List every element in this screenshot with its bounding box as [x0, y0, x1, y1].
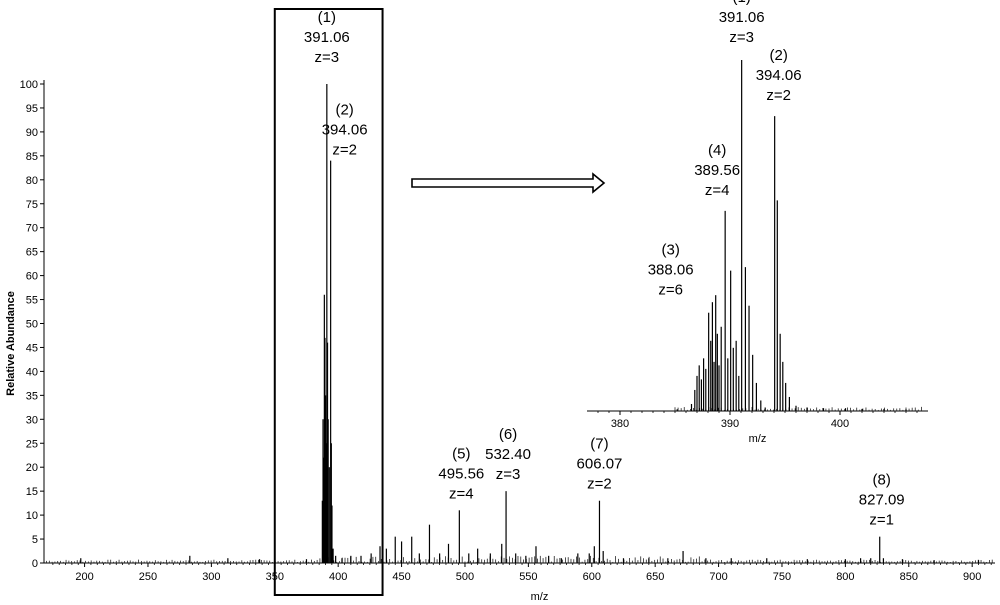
- annotation-mz: 394.06: [322, 122, 368, 139]
- annotation-charge: z=2: [332, 142, 357, 159]
- annotation-charge: z=3: [315, 49, 340, 66]
- inset-annotation-charge: z=4: [705, 182, 730, 199]
- annotation-mz: 495.56: [438, 465, 484, 482]
- annotation-id: (5): [452, 445, 470, 462]
- y-tick-label: 75: [26, 199, 38, 211]
- y-tick-label: 40: [26, 366, 38, 378]
- peak-annotation: (6) 532.40 z=3: [485, 426, 531, 483]
- figure-annotations: [411, 172, 606, 194]
- y-tick-label: 5: [32, 534, 38, 546]
- peak-annotation: (5) 495.56 z=4: [438, 445, 484, 502]
- x-tick-label: 300: [202, 571, 220, 583]
- x-tick-label: 850: [900, 571, 918, 583]
- y-tick-label: 50: [26, 319, 38, 331]
- inset-peak-annotation: (4) 389.56 z=4: [694, 142, 740, 199]
- y-tick-label: 15: [26, 486, 38, 498]
- inset-peak-annotation: (2) 394.06 z=2: [756, 47, 802, 104]
- y-tick-label: 45: [26, 342, 38, 354]
- annotation-mz: 606.07: [577, 456, 623, 473]
- inset-x-tick-label: 400: [831, 418, 849, 430]
- y-tick-label: 35: [26, 390, 38, 402]
- inset-spectrum: 380 390 400 m/z (1) 391.06 z=3 (2) 394.06 z=2 (4) 3…: [587, 0, 928, 445]
- y-tick-label: 30: [26, 414, 38, 426]
- annotation-charge: z=1: [869, 512, 894, 529]
- y-axis-title: Relative Abundance: [5, 291, 17, 396]
- y-tick-label: 90: [26, 127, 38, 139]
- peak-annotation: (8) 827.09 z=1: [859, 472, 905, 529]
- inset-annotation-id: (3): [661, 242, 679, 259]
- annotation-mz: 827.09: [859, 492, 905, 509]
- inset-annotation-mz: 389.56: [694, 162, 740, 179]
- x-tick-label: 500: [456, 571, 474, 583]
- x-tick-label: 800: [836, 571, 854, 583]
- y-tick-label: 95: [26, 103, 38, 115]
- x-tick-label: 900: [963, 571, 981, 583]
- annotation-id: (1): [318, 9, 336, 26]
- inset-annotation-charge: z=6: [658, 282, 683, 299]
- inset-annotation-id: (2): [769, 47, 787, 64]
- x-tick-label: 550: [519, 571, 537, 583]
- inset-x-tick-label: 390: [721, 418, 739, 430]
- inset-annotation-mz: 391.06: [719, 9, 765, 26]
- x-tick-label: 250: [139, 571, 157, 583]
- inset-annotation-mz: 388.06: [648, 262, 694, 279]
- x-tick-label: 400: [329, 571, 347, 583]
- annotation-id: (6): [499, 426, 517, 443]
- peak-annotation: (2) 394.06 z=2: [322, 102, 368, 159]
- x-tick-label: 750: [773, 571, 791, 583]
- inset-annotation-charge: z=3: [729, 29, 754, 46]
- annotation-charge: z=2: [587, 476, 612, 493]
- highlight-box: [273, 8, 384, 596]
- y-tick-label: 25: [26, 438, 38, 450]
- y-tick-label: 55: [26, 295, 38, 307]
- x-tick-label: 600: [583, 571, 601, 583]
- x-tick-label: 450: [392, 571, 410, 583]
- y-tick-label: 80: [26, 175, 38, 187]
- peak-annotation: (7) 606.07 z=2: [577, 436, 623, 493]
- inset-annotation-id: (4): [708, 142, 726, 159]
- annotation-mz: 391.06: [304, 29, 350, 46]
- annotation-id: (8): [873, 472, 891, 489]
- y-tick-label: 0: [32, 558, 38, 570]
- inset-annotation-id: (1): [732, 0, 750, 6]
- inset-x-tick-label: 380: [611, 418, 629, 430]
- annotation-mz: 532.40: [485, 446, 531, 463]
- x-tick-label: 650: [646, 571, 664, 583]
- x-tick-label: 700: [709, 571, 727, 583]
- annotation-id: (2): [335, 102, 353, 119]
- zoom-arrow: [411, 172, 606, 194]
- peak-annotation: (1) 391.06 z=3: [304, 9, 350, 66]
- x-tick-label: 200: [75, 571, 93, 583]
- annotation-id: (7): [590, 436, 608, 453]
- y-tick-label: 85: [26, 151, 38, 163]
- inset-annotation-mz: 394.06: [756, 67, 802, 84]
- y-tick-label: 65: [26, 247, 38, 259]
- annotation-charge: z=3: [496, 466, 521, 483]
- y-tick-label: 100: [20, 79, 38, 91]
- y-tick-label: 70: [26, 223, 38, 235]
- inset-x-axis-title: m/z: [749, 433, 767, 445]
- annotation-charge: z=4: [449, 485, 474, 502]
- y-tick-label: 60: [26, 271, 38, 283]
- main-spectrum: 0 5 10 15 20 25 30 35 40 45 50 55 60 65 70 75 80 85 90 95 10…: [5, 8, 995, 603]
- inset-peak-annotation: (3) 388.06 z=6: [648, 242, 694, 299]
- y-tick-label: 10: [26, 510, 38, 522]
- x-axis-title: m/z: [531, 591, 549, 603]
- inset-annotation-charge: z=2: [766, 87, 791, 104]
- inset-peak-annotation: (1) 391.06 z=3: [719, 0, 765, 46]
- y-tick-label: 20: [26, 462, 38, 474]
